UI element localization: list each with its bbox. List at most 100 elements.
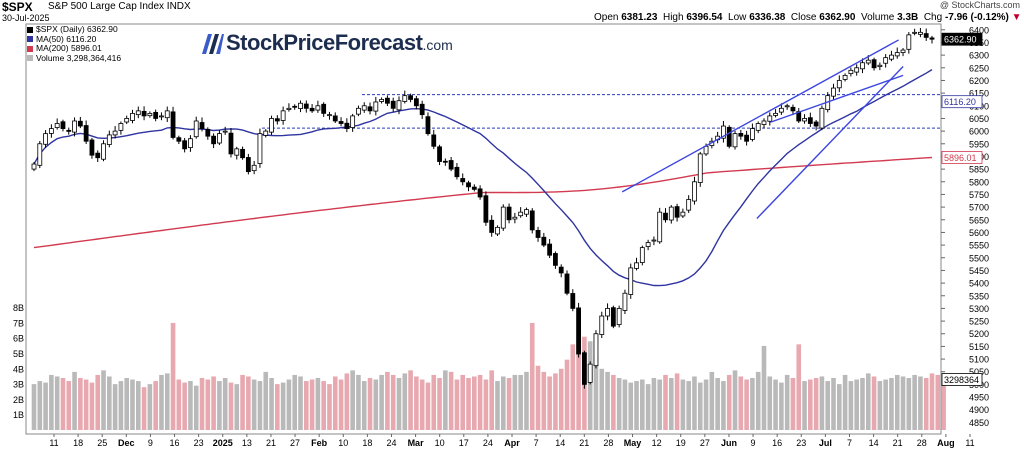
x-tick-label: 19 bbox=[676, 438, 686, 448]
x-tick-label: 27 bbox=[290, 438, 300, 448]
candle-body bbox=[396, 100, 402, 111]
high-label: High bbox=[662, 12, 684, 23]
volume-bar bbox=[332, 376, 338, 430]
y-tick-label: 6400 bbox=[969, 25, 989, 35]
candle-body bbox=[48, 128, 54, 134]
volume-bar bbox=[779, 382, 784, 430]
volume-bar bbox=[715, 378, 720, 430]
candle-body bbox=[518, 211, 524, 217]
volume-bar bbox=[101, 370, 106, 430]
y-tick-label: 4850 bbox=[969, 418, 989, 428]
x-tick-label: 23 bbox=[194, 438, 204, 448]
volume-bar bbox=[599, 368, 605, 430]
candle-body bbox=[101, 143, 106, 160]
candle-body bbox=[755, 123, 761, 131]
candle-body bbox=[610, 307, 616, 327]
candle-body bbox=[413, 98, 419, 107]
y-tick-label: 5850 bbox=[969, 165, 989, 175]
y-tick-label: 5600 bbox=[969, 228, 989, 238]
y-tick-label: 5500 bbox=[969, 253, 989, 263]
candle-body bbox=[477, 188, 483, 198]
candle-body bbox=[199, 122, 205, 129]
volume-bar bbox=[303, 381, 309, 430]
volume-bar bbox=[286, 379, 292, 430]
x-tick-label: 10 bbox=[338, 438, 348, 448]
candle-body bbox=[338, 121, 344, 124]
volume-bar bbox=[558, 368, 564, 430]
volume-bar bbox=[668, 378, 674, 430]
candle-body bbox=[147, 112, 153, 117]
volume-bar bbox=[529, 322, 535, 430]
volume-bar bbox=[37, 381, 43, 430]
x-tick-label: Jul bbox=[819, 438, 832, 448]
x-tick-label: 7 bbox=[847, 438, 852, 448]
candle-body bbox=[182, 140, 188, 150]
candle-body bbox=[471, 186, 477, 190]
candle-body bbox=[153, 111, 159, 119]
candle-body bbox=[564, 273, 570, 294]
candle-body bbox=[54, 123, 60, 128]
volume-bar bbox=[900, 376, 906, 430]
volume-bar bbox=[199, 378, 205, 430]
candle-body bbox=[819, 107, 825, 129]
candle-body bbox=[628, 267, 634, 295]
y-tick-label: 5250 bbox=[969, 317, 989, 327]
candle-body bbox=[802, 118, 807, 122]
y-tick-label: 5100 bbox=[969, 355, 989, 365]
volume-bar bbox=[628, 382, 634, 430]
x-tick-label: 18 bbox=[362, 438, 372, 448]
y-tick-label: 5650 bbox=[969, 215, 989, 225]
x-tick-label: 16 bbox=[170, 438, 180, 448]
candle-body bbox=[495, 226, 500, 235]
x-tick-label: 21 bbox=[893, 438, 903, 448]
volume-bar bbox=[292, 374, 298, 430]
legend-price-label: $SPX (Daily) 6362.90 bbox=[36, 24, 118, 34]
volume-bar bbox=[54, 376, 60, 430]
candle-body bbox=[292, 105, 298, 108]
volume-bar bbox=[721, 381, 726, 430]
open-value: 6381.23 bbox=[621, 12, 658, 23]
candle-body bbox=[918, 31, 923, 35]
x-tick-label: 25 bbox=[97, 438, 107, 448]
candle-body bbox=[778, 107, 784, 113]
candle-body bbox=[697, 153, 703, 183]
volume-bar bbox=[437, 378, 442, 430]
volume-bar bbox=[489, 370, 494, 430]
candle-body bbox=[327, 114, 332, 117]
high-value: 6396.54 bbox=[686, 12, 723, 23]
candle-body bbox=[929, 37, 935, 40]
volume-bar bbox=[865, 373, 871, 430]
ma200-line bbox=[33, 156, 933, 249]
volume-bar bbox=[159, 374, 164, 430]
volume-bar bbox=[327, 384, 332, 430]
candle-body bbox=[315, 105, 321, 111]
y-tick-label: 5950 bbox=[969, 139, 989, 149]
volume-bar bbox=[251, 379, 257, 430]
volume-bar bbox=[188, 381, 193, 430]
volume-bar bbox=[616, 378, 622, 430]
volume-bar bbox=[784, 374, 790, 430]
volume-bar bbox=[431, 374, 437, 430]
candle-body bbox=[813, 121, 819, 127]
volume-bar bbox=[350, 370, 355, 430]
candle-body bbox=[350, 115, 356, 128]
volume-bar bbox=[66, 381, 72, 430]
candle-body bbox=[593, 333, 599, 367]
candle-body bbox=[112, 130, 118, 136]
volume-bar bbox=[587, 341, 593, 430]
volume-bar bbox=[813, 378, 819, 430]
candle-body bbox=[437, 146, 442, 162]
volume-tick-label: 5B bbox=[13, 349, 24, 359]
candle-body bbox=[535, 230, 541, 238]
candle-body bbox=[72, 120, 77, 133]
candle-body bbox=[425, 116, 431, 135]
x-tick-label: 14 bbox=[555, 438, 565, 448]
volume-bar bbox=[657, 379, 663, 430]
volume-bar bbox=[593, 356, 599, 430]
volume-bar bbox=[796, 344, 802, 430]
volume-bar bbox=[674, 373, 680, 430]
volume-bar bbox=[541, 371, 547, 430]
candle-body bbox=[836, 80, 842, 89]
value-flag bbox=[941, 32, 983, 46]
y-tick-label: 6050 bbox=[969, 114, 989, 124]
